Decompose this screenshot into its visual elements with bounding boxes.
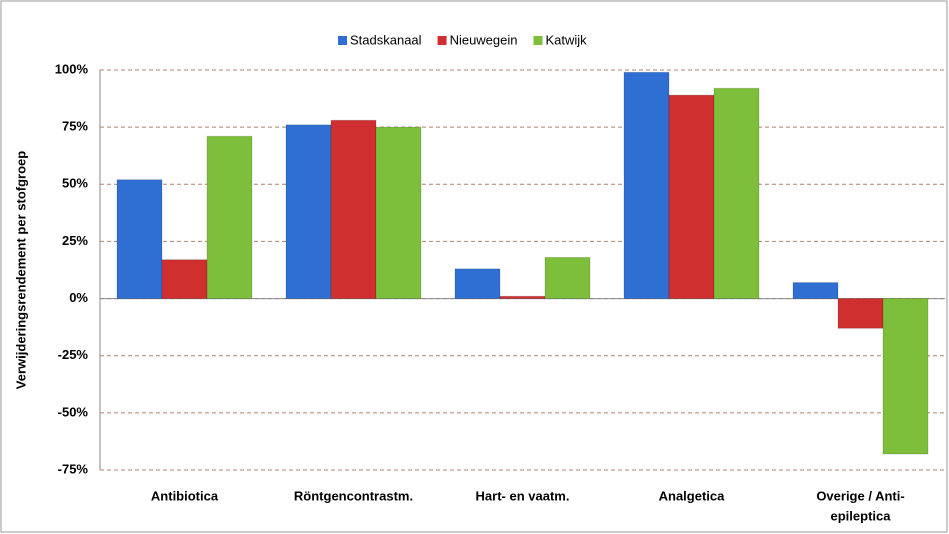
bar xyxy=(882,298,929,455)
y-tick-label: 0% xyxy=(69,290,88,305)
y-tick-label: 100% xyxy=(55,61,89,76)
legend-swatch xyxy=(533,36,543,45)
bar xyxy=(544,256,591,300)
bar xyxy=(837,298,884,329)
legend-label: Katwijk xyxy=(546,32,588,47)
bar xyxy=(454,268,501,300)
y-tick-label: -50% xyxy=(58,404,89,419)
x-tick-label: Analgetica xyxy=(659,488,726,503)
bar xyxy=(116,179,163,300)
x-tick-label: Antibiotica xyxy=(151,488,219,503)
legend-label: Stadskanaal xyxy=(350,32,422,47)
bar xyxy=(285,124,332,300)
bar xyxy=(713,87,760,300)
legend-swatch xyxy=(437,36,447,45)
legend-swatch xyxy=(338,36,347,45)
y-tick-label: 75% xyxy=(62,119,88,134)
y-tick-label: -75% xyxy=(58,461,89,476)
bar xyxy=(161,259,208,300)
bar xyxy=(499,295,546,300)
y-tick-label: 50% xyxy=(62,176,88,191)
y-tick-label: -25% xyxy=(58,347,89,362)
y-axis-label: Verwijderingsrendement per stofgroep xyxy=(13,151,28,389)
x-tick-label: Röntgencontrastm. xyxy=(294,488,413,503)
bar xyxy=(206,135,253,300)
x-tick-label: Hart- en vaatm. xyxy=(476,488,570,503)
bar xyxy=(792,282,839,300)
bar xyxy=(668,94,715,300)
legend-label: Nieuwegein xyxy=(450,32,518,47)
x-tick-label: Overige / Anti- xyxy=(816,488,904,503)
y-tick-label: 25% xyxy=(62,233,88,248)
bar xyxy=(623,71,670,300)
bar xyxy=(375,126,422,300)
x-tick-label: epileptica xyxy=(831,508,892,523)
bar xyxy=(330,119,377,300)
